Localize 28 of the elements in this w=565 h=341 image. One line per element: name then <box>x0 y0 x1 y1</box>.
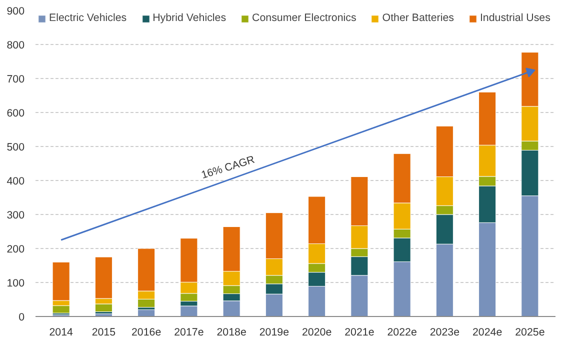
legend-label: Other Batteries <box>382 12 454 24</box>
x-tick-label: 2014 <box>49 326 73 338</box>
x-tick-label: 2017e <box>174 326 204 338</box>
y-tick-label: 300 <box>6 210 25 222</box>
x-tick-label: 2020e <box>302 326 332 338</box>
legend-label: Consumer Electronics <box>252 12 356 24</box>
x-tick-label: 2023e <box>430 326 460 338</box>
y-tick-label: 600 <box>6 108 25 120</box>
legend-label: Industrial Uses <box>480 12 550 24</box>
y-tick-label: 400 <box>6 176 25 188</box>
x-tick-label: 2025e <box>515 326 545 338</box>
legend-label: Hybrid Vehicles <box>152 12 226 24</box>
y-tick-label: 800 <box>6 40 25 52</box>
x-tick-label: 2021e <box>344 326 374 338</box>
legend-label: Electric Vehicles <box>49 12 127 24</box>
y-tick-label: 100 <box>6 278 25 290</box>
x-tick-label: 2015 <box>92 326 116 338</box>
x-tick-label: 2022e <box>387 326 417 338</box>
y-tick-label: 900 <box>6 6 25 18</box>
x-tick-label: 2018e <box>216 326 246 338</box>
y-tick-label: 500 <box>6 142 25 154</box>
x-tick-label: 2016e <box>132 326 162 338</box>
x-tick-label: 2019e <box>259 326 290 338</box>
y-tick-label: 700 <box>6 74 25 86</box>
x-tick-label: 2024e <box>472 326 502 338</box>
y-tick-label: 0 <box>18 312 25 324</box>
y-tick-label: 200 <box>6 244 25 256</box>
annotation: 16% CAGR <box>200 154 256 182</box>
